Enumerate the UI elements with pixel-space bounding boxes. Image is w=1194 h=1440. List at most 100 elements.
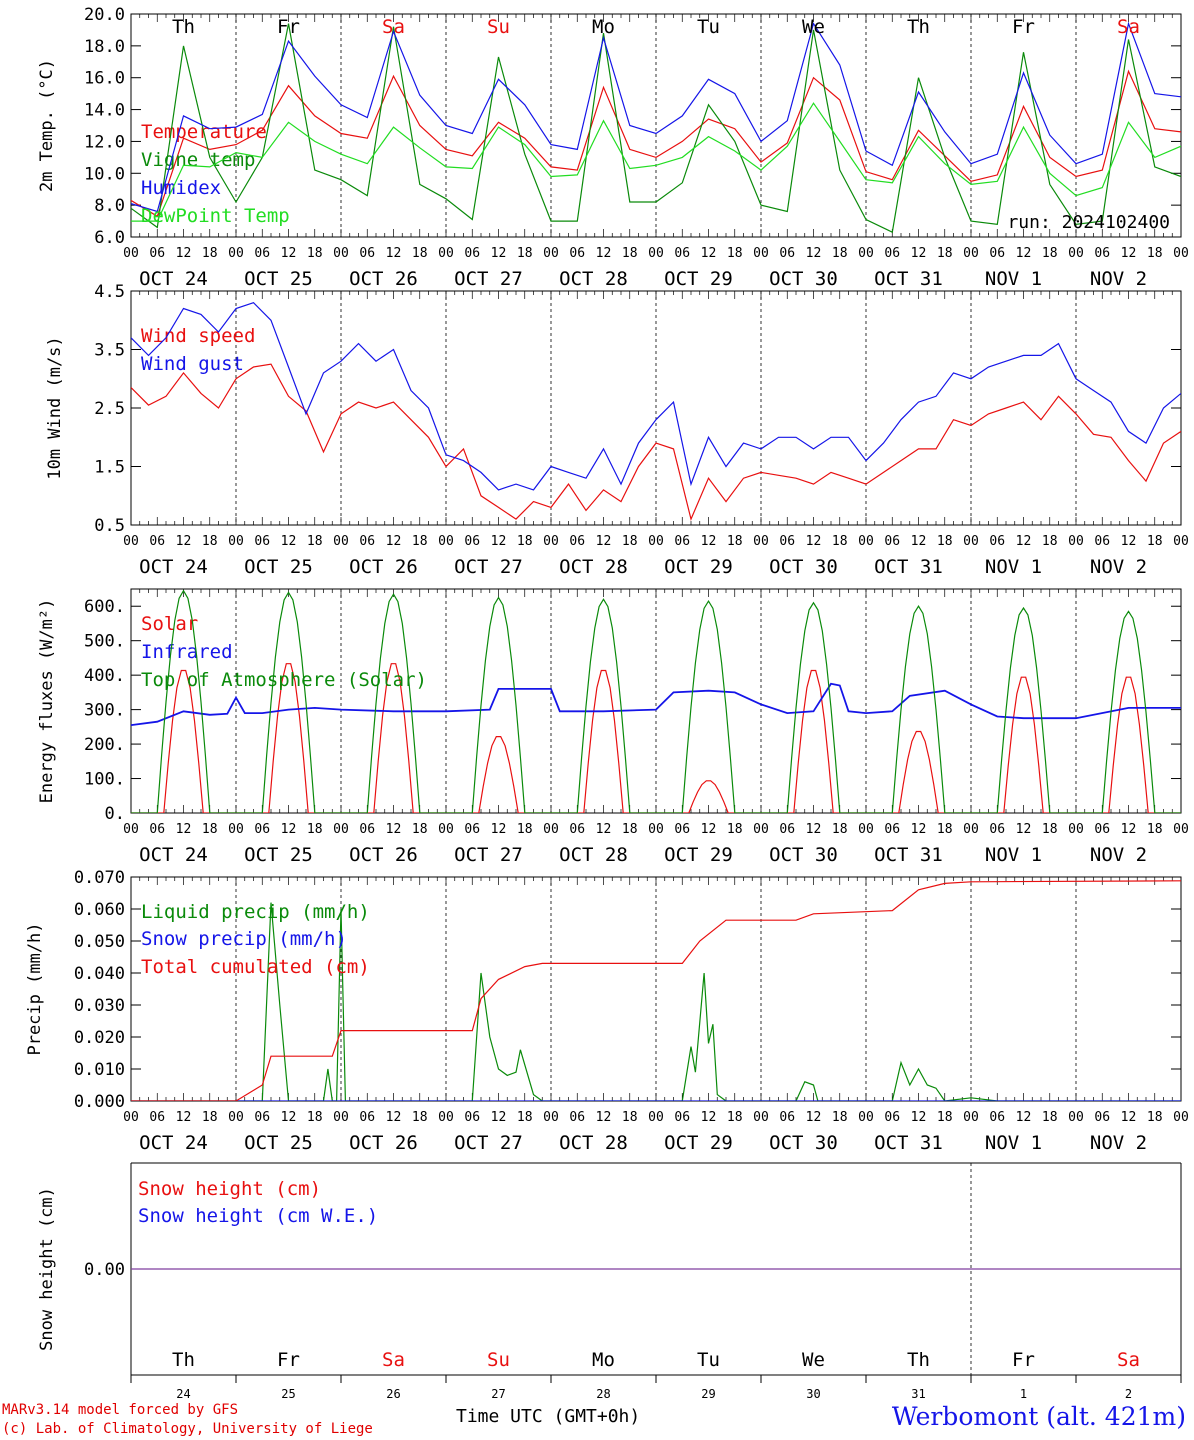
date-label: NOV 1 bbox=[985, 1132, 1042, 1154]
date-label: NOV 1 bbox=[985, 844, 1042, 866]
hour-label: 18 bbox=[1042, 822, 1058, 837]
date-label: OCT 31 bbox=[874, 268, 943, 290]
series-line bbox=[131, 363, 1181, 521]
day-number-label: 29 bbox=[701, 1387, 715, 1400]
series-line bbox=[131, 663, 1181, 813]
hour-label: 00 bbox=[438, 534, 454, 549]
legend-entry: Snow precip (mm/h) bbox=[141, 928, 347, 950]
hour-label: 12 bbox=[176, 1110, 192, 1125]
legend-entry: Humidex bbox=[141, 177, 221, 199]
hour-label: 06 bbox=[359, 822, 375, 837]
y-tick-label: 0.030 bbox=[74, 996, 125, 1016]
date-label: OCT 30 bbox=[769, 268, 838, 290]
hour-label: 18 bbox=[1147, 246, 1163, 261]
hour-label: 12 bbox=[1016, 534, 1032, 549]
hour-label: 00 bbox=[228, 1110, 244, 1125]
hour-label: 00 bbox=[333, 1110, 349, 1125]
y-tick-label: 100. bbox=[84, 770, 125, 790]
hour-label: 12 bbox=[386, 246, 402, 261]
hour-label: 00 bbox=[858, 246, 874, 261]
hour-label: 00 bbox=[123, 246, 139, 261]
y-tick-label: 20.0 bbox=[84, 5, 125, 25]
hour-label: 06 bbox=[884, 1110, 900, 1125]
weekday-label: Su bbox=[487, 1349, 510, 1371]
y-tick-label: 3.5 bbox=[94, 341, 125, 361]
date-label: OCT 24 bbox=[139, 844, 208, 866]
hour-label: 00 bbox=[648, 534, 664, 549]
hour-label: 12 bbox=[491, 534, 507, 549]
y-axis-label: 2m Temp. (°C) bbox=[37, 59, 57, 192]
hour-label: 12 bbox=[386, 1110, 402, 1125]
time-axis-label: Time UTC (GMT+0h) bbox=[456, 1406, 641, 1427]
y-axis-label: Precip (mm/h) bbox=[25, 922, 45, 1055]
weekday-label: Fr bbox=[277, 1349, 300, 1371]
hour-label: 00 bbox=[543, 246, 559, 261]
day-number-label: 31 bbox=[911, 1387, 925, 1400]
hour-label: 18 bbox=[202, 534, 218, 549]
hour-label: 06 bbox=[149, 1110, 165, 1125]
date-label: OCT 27 bbox=[454, 1132, 523, 1154]
hour-label: 12 bbox=[386, 822, 402, 837]
hour-label: 12 bbox=[911, 246, 927, 261]
y-tick-label: 16.0 bbox=[84, 69, 125, 89]
hour-label: 00 bbox=[963, 822, 979, 837]
hour-label: 00 bbox=[333, 246, 349, 261]
hour-label: 00 bbox=[123, 822, 139, 837]
hour-label: 12 bbox=[281, 822, 297, 837]
hour-label: 06 bbox=[359, 534, 375, 549]
date-label: OCT 28 bbox=[559, 844, 628, 866]
hour-label: 18 bbox=[517, 822, 533, 837]
hour-label: 06 bbox=[569, 1110, 585, 1125]
date-label: OCT 28 bbox=[559, 1132, 628, 1154]
hour-label: 18 bbox=[622, 822, 638, 837]
weekday-label: Sa bbox=[1117, 16, 1140, 38]
hour-label: 18 bbox=[202, 822, 218, 837]
hour-label: 06 bbox=[254, 534, 270, 549]
weekday-label: Su bbox=[487, 16, 510, 38]
legend-entry: Vigne temp bbox=[141, 149, 255, 171]
day-number-label: 26 bbox=[386, 1387, 400, 1400]
series-line bbox=[131, 21, 1181, 213]
hour-label: 18 bbox=[307, 822, 323, 837]
y-tick-label: 500. bbox=[84, 632, 125, 652]
hour-label: 06 bbox=[149, 246, 165, 261]
hour-label: 00 bbox=[963, 246, 979, 261]
hour-label: 18 bbox=[622, 534, 638, 549]
hour-label: 12 bbox=[491, 1110, 507, 1125]
bottom-axis: 24 25 26 27 28 29 30 31 1 2 bbox=[130, 1374, 1182, 1400]
weekday-label: Th bbox=[172, 16, 195, 38]
date-label: OCT 29 bbox=[664, 1132, 733, 1154]
hour-label: 06 bbox=[989, 1110, 1005, 1125]
hour-label: 18 bbox=[517, 1110, 533, 1125]
hour-label: 12 bbox=[596, 1110, 612, 1125]
station-name: Werbomont (alt. 421m) bbox=[891, 1402, 1186, 1431]
hour-label: 06 bbox=[569, 246, 585, 261]
hour-label: 12 bbox=[701, 534, 717, 549]
hour-label: 18 bbox=[727, 534, 743, 549]
hour-label: 00 bbox=[543, 1110, 559, 1125]
hour-label: 00 bbox=[963, 1110, 979, 1125]
hour-label: 00 bbox=[753, 822, 769, 837]
model-credit: MARv3.14 model forced by GFS bbox=[2, 1402, 239, 1418]
hour-label: 18 bbox=[307, 246, 323, 261]
hour-label: 00 bbox=[1068, 1110, 1084, 1125]
hour-label: 06 bbox=[149, 534, 165, 549]
hour-label: 18 bbox=[832, 246, 848, 261]
hour-label: 06 bbox=[989, 822, 1005, 837]
y-axis-label: Snow height (cm) bbox=[37, 1187, 57, 1351]
hour-label: 12 bbox=[911, 1110, 927, 1125]
weekday-label: Tu bbox=[697, 16, 720, 38]
hour-label: 12 bbox=[596, 822, 612, 837]
y-tick-label: 0.000 bbox=[74, 1092, 125, 1112]
hour-label: 18 bbox=[307, 1110, 323, 1125]
hour-label: 00 bbox=[543, 534, 559, 549]
hour-label: 00 bbox=[543, 822, 559, 837]
run-annotation: run: 2024102400 bbox=[1007, 212, 1170, 233]
hour-label: 00 bbox=[858, 822, 874, 837]
hour-label: 06 bbox=[674, 246, 690, 261]
hour-label: 12 bbox=[491, 822, 507, 837]
hour-label: 00 bbox=[228, 822, 244, 837]
hour-label: 06 bbox=[779, 246, 795, 261]
hour-label: 18 bbox=[202, 1110, 218, 1125]
